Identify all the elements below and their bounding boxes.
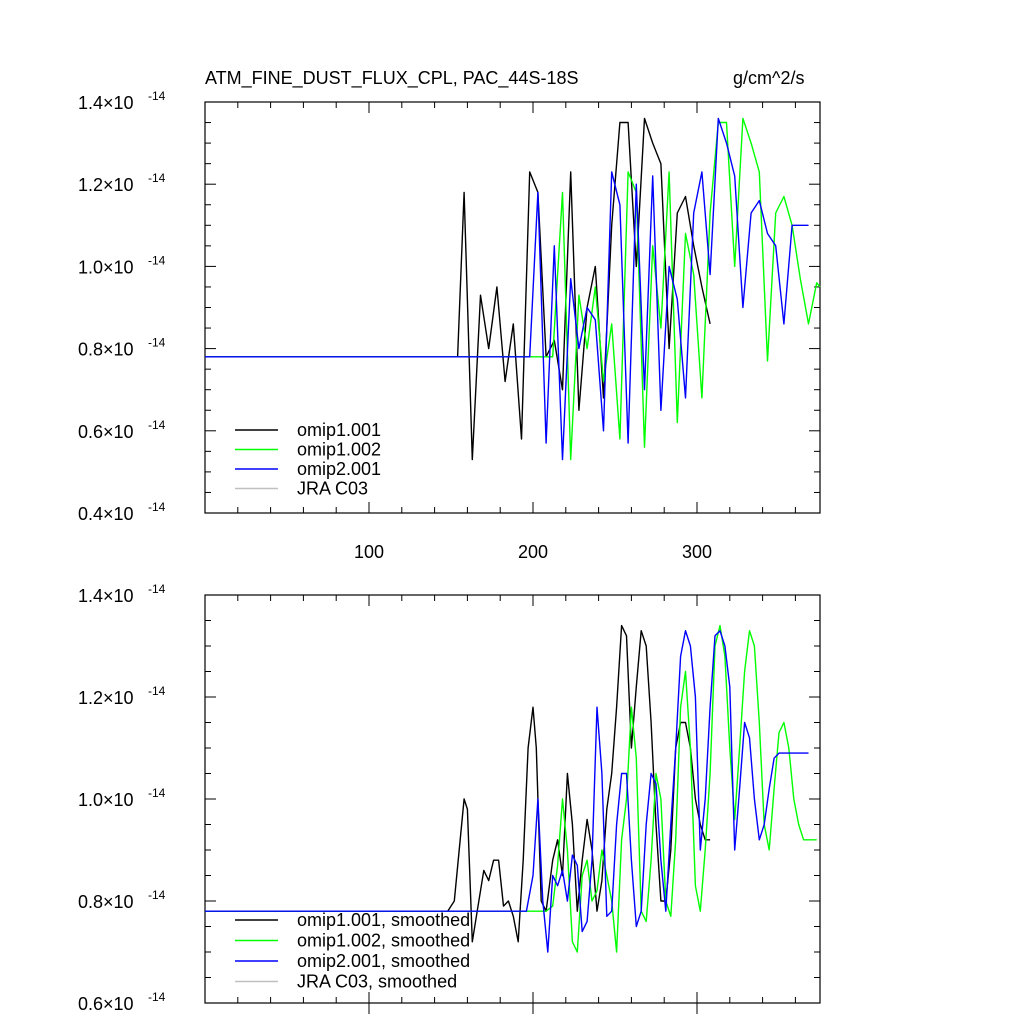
legend-label: omip1.001 — [297, 420, 381, 440]
y-tick-label: 1.4×10 — [78, 93, 134, 113]
legend-label: omip1.002, smoothed — [297, 931, 470, 951]
series-line-omip2-001 — [205, 117, 809, 461]
series-line-omip1-002-smoothed — [205, 624, 817, 953]
series-line-omip1-002 — [205, 117, 821, 461]
y-tick-exponent: -14 — [148, 253, 166, 267]
y-tick-exponent: -14 — [148, 336, 166, 350]
y-tick-exponent: -14 — [148, 418, 166, 432]
y-tick-exponent: -14 — [148, 582, 166, 596]
legend-label: omip1.001, smoothed — [297, 910, 470, 930]
y-tick-label: 0.8×10 — [78, 340, 134, 360]
y-tick-label: 1.2×10 — [78, 688, 134, 708]
y-tick-label: 1.0×10 — [78, 790, 134, 810]
y-tick-exponent: -14 — [148, 500, 166, 514]
x-tick-label: 300 — [682, 542, 712, 562]
top-panel: 100 200 300 0.4×10 -14 0.6×10 -14 0.8×10 -14 1.0×… — [78, 89, 821, 562]
x-tick-label: 200 — [518, 542, 548, 562]
chart-title: ATM_FINE_DUST_FLUX_CPL, PAC_44S-18S — [205, 68, 578, 89]
y-tick-label: 0.6×10 — [78, 422, 134, 442]
y-tick-exponent: -14 — [148, 89, 166, 103]
y-tick-exponent: -14 — [148, 684, 166, 698]
y-tick-exponent: -14 — [148, 786, 166, 800]
legend-label: JRA C03 — [297, 479, 368, 499]
y-tick-label: 0.8×10 — [78, 892, 134, 912]
y-tick-label: 1.0×10 — [78, 257, 134, 277]
legend-label: omip2.001, smoothed — [297, 951, 470, 971]
y-tick-exponent: -14 — [148, 888, 166, 902]
y-tick-exponent: -14 — [148, 171, 166, 185]
y-tick-label: 1.4×10 — [78, 586, 134, 606]
series-line-omip2-001-smoothed — [205, 630, 809, 953]
y-tick-label: 0.4×10 — [78, 504, 134, 524]
legend-label: JRA C03, smoothed — [297, 972, 457, 992]
bottom-panel: 0.6×10 -14 0.8×10 -14 1.0×10 -14 1.2×10 -14 1.4×… — [78, 582, 821, 1014]
legend-label: omip2.001 — [297, 459, 381, 479]
x-tick-label: 100 — [354, 542, 384, 562]
y-tick-label: 0.6×10 — [78, 994, 134, 1014]
series-line-omip1-001 — [205, 117, 711, 461]
y-tick-exponent: -14 — [148, 990, 166, 1004]
chart-units: g/cm^2/s — [733, 68, 804, 88]
y-tick-label: 1.2×10 — [78, 175, 134, 195]
legend-label: omip1.002 — [297, 440, 381, 460]
